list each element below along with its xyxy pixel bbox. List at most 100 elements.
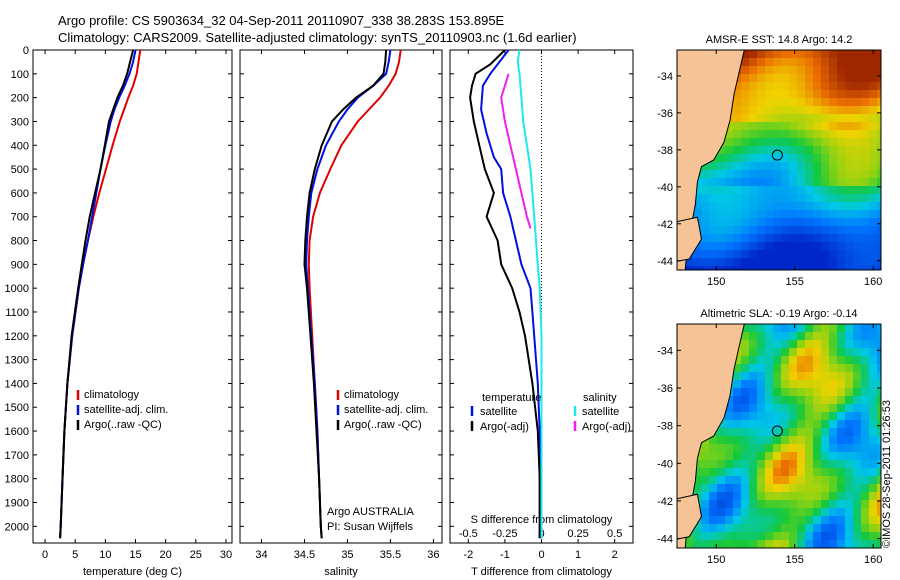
- field-cell: [813, 348, 822, 357]
- field-cell: [789, 130, 798, 139]
- field-cell: [773, 524, 782, 533]
- field-cell: [797, 428, 806, 437]
- field-cell: [845, 74, 854, 83]
- field-cell: [773, 210, 782, 219]
- field-cell: [741, 340, 750, 349]
- field-cell: [781, 492, 790, 501]
- field-cell: [773, 380, 782, 389]
- credit-line-2: PI: Susan Wijffels: [327, 521, 413, 533]
- field-cell: [821, 202, 830, 211]
- field-cell: [725, 266, 734, 270]
- map-lat-label: -38: [657, 421, 673, 433]
- field-cell: [821, 340, 830, 349]
- field-cell: [789, 218, 798, 227]
- field-cell: [717, 524, 726, 533]
- field-cell: [709, 186, 718, 195]
- legend-label: climatology: [84, 389, 140, 401]
- field-cell: [757, 348, 766, 357]
- field-cell: [813, 396, 822, 405]
- map-lat-label: -34: [657, 345, 673, 357]
- field-cell: [845, 242, 854, 251]
- legend-label: satellite-adj. clim.: [344, 404, 428, 416]
- field-cell: [861, 380, 870, 389]
- field-cell: [765, 106, 774, 115]
- legend-label: Argo(..raw -QC): [344, 419, 422, 431]
- field-cell: [869, 50, 878, 59]
- field-cell: [821, 524, 830, 533]
- field-cell: [869, 332, 878, 341]
- field-cell: [749, 340, 758, 349]
- field-cell: [797, 90, 806, 99]
- field-cell: [789, 396, 798, 405]
- field-cell: [701, 524, 710, 533]
- field-cell: [877, 74, 881, 83]
- field-cell: [765, 154, 774, 163]
- field-cell: [853, 492, 862, 501]
- field-cell: [869, 58, 878, 67]
- field-cell: [877, 170, 881, 179]
- field-cell: [861, 484, 870, 493]
- field-cell: [717, 492, 726, 501]
- field-cell: [709, 210, 718, 219]
- field-cell: [877, 484, 881, 493]
- field-cell: [821, 372, 830, 381]
- field-cell: [829, 154, 838, 163]
- field-cell: [781, 98, 790, 107]
- field-cell: [845, 258, 854, 267]
- field-cell: [837, 476, 846, 485]
- field-cell: [789, 388, 798, 397]
- field-cell: [853, 234, 862, 243]
- field-cell: [821, 210, 830, 219]
- field-cell: [805, 364, 814, 373]
- field-cell: [813, 364, 822, 373]
- field-cell: [741, 372, 750, 381]
- legend-label: satellite: [582, 406, 619, 418]
- field-cell: [693, 258, 702, 267]
- field-cell: [725, 226, 734, 235]
- field-cell: [845, 332, 854, 341]
- field-cell: [829, 74, 838, 83]
- field-cell: [845, 210, 854, 219]
- field-cell: [821, 74, 830, 83]
- field-cell: [765, 428, 774, 437]
- field-cell: [845, 130, 854, 139]
- field-cell: [789, 170, 798, 179]
- field-cell: [821, 106, 830, 115]
- field-cell: [877, 516, 881, 525]
- field-cell: [717, 444, 726, 453]
- field-cell: [861, 372, 870, 381]
- field-cell: [869, 532, 878, 541]
- field-cell: [733, 532, 742, 541]
- field-cell: [813, 106, 822, 115]
- legend-label: Argo(-adj): [582, 421, 631, 433]
- field-cell: [877, 540, 881, 548]
- field-cell: [741, 194, 750, 203]
- field-cell: [781, 250, 790, 259]
- field-cell: [797, 130, 806, 139]
- field-cell: [781, 524, 790, 533]
- field-cell: [741, 348, 750, 357]
- field-cell: [829, 146, 838, 155]
- field-cell: [733, 250, 742, 259]
- field-cell: [749, 234, 758, 243]
- field-cell: [877, 460, 881, 469]
- field-cell: [829, 218, 838, 227]
- field-cell: [765, 484, 774, 493]
- field-cell: [813, 468, 822, 477]
- field-cell: [797, 98, 806, 107]
- field-cell: [837, 122, 846, 131]
- field-cell: [789, 420, 798, 429]
- field-cell: [709, 178, 718, 187]
- field-cell: [877, 162, 881, 171]
- field-cell: [853, 186, 862, 195]
- field-cell: [813, 380, 822, 389]
- field-cell: [837, 324, 846, 333]
- field-cell: [861, 218, 870, 227]
- field-cell: [837, 146, 846, 155]
- field-cell: [829, 266, 838, 270]
- field-cell: [837, 162, 846, 171]
- island: [677, 493, 703, 540]
- field-cell: [701, 266, 710, 270]
- field-cell: [701, 476, 710, 485]
- field-cell: [845, 340, 854, 349]
